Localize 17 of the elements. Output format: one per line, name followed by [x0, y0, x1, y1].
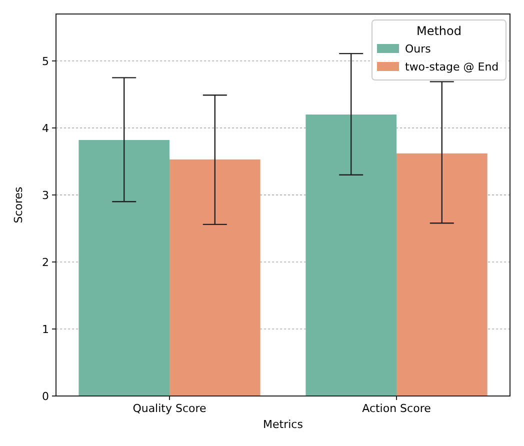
y-tick-label: 0: [42, 390, 49, 403]
x-tick-label: Action Score: [362, 402, 432, 415]
y-tick-label: 5: [42, 54, 49, 68]
x-axis-title: Metrics: [263, 418, 304, 431]
y-axis-title: Scores: [12, 186, 25, 224]
bar: [78, 140, 170, 396]
bar: [306, 114, 396, 396]
legend-label: two-stage @ End: [405, 60, 499, 74]
x-tick-label: Quality Score: [132, 402, 207, 415]
y-tick-label: 2: [42, 256, 49, 269]
y-tick-label: 4: [42, 122, 49, 135]
y-tick-label: 1: [42, 322, 49, 336]
legend-title: Method: [416, 24, 462, 38]
y-tick-label: 3: [42, 188, 49, 202]
bar: [170, 159, 260, 396]
bar: [396, 153, 488, 396]
legend-label: Ours: [405, 42, 432, 56]
